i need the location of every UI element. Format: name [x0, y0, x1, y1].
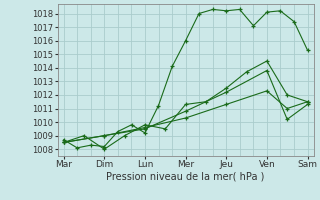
X-axis label: Pression niveau de la mer( hPa ): Pression niveau de la mer( hPa ) — [107, 172, 265, 182]
